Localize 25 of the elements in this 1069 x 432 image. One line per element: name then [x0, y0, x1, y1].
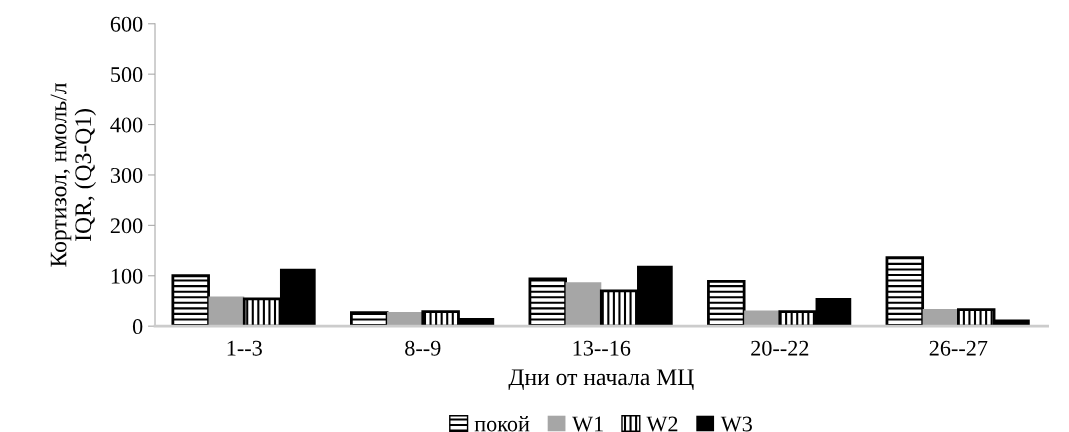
- x-tick-label: 1--3: [227, 340, 262, 356]
- y-tick-label: 600: [110, 16, 143, 32]
- y-tick-label: 300: [110, 167, 143, 183]
- legend-label: W3: [720, 416, 752, 432]
- bar: [885, 256, 925, 327]
- x-tick-label: 26--27: [929, 340, 988, 356]
- bar: [565, 282, 602, 327]
- bar: [349, 311, 389, 327]
- legend-label: W1: [572, 416, 603, 432]
- bar: [528, 277, 567, 327]
- bar: [707, 279, 746, 327]
- y-tick-label: 500: [111, 67, 143, 83]
- legend-label: покой: [474, 416, 530, 432]
- x-tick-label: 13--16: [573, 340, 631, 356]
- y-tick-label: 100: [111, 268, 143, 284]
- x-axis-title: Дни от начала МЦ: [508, 369, 694, 390]
- legend-label: W2: [646, 416, 678, 432]
- x-tick-label: 8--9: [405, 340, 441, 356]
- y-tick-label: 200: [110, 218, 143, 234]
- x-tick-label: 20--22: [751, 340, 809, 356]
- bar: [208, 296, 245, 327]
- y-axis-title: Кортизол, нмоль/л IQR, (Q3-Q1): [50, 83, 96, 267]
- bar: [171, 274, 210, 327]
- y-tick-label: 0: [132, 319, 143, 335]
- y-tick-label: 400: [110, 117, 143, 133]
